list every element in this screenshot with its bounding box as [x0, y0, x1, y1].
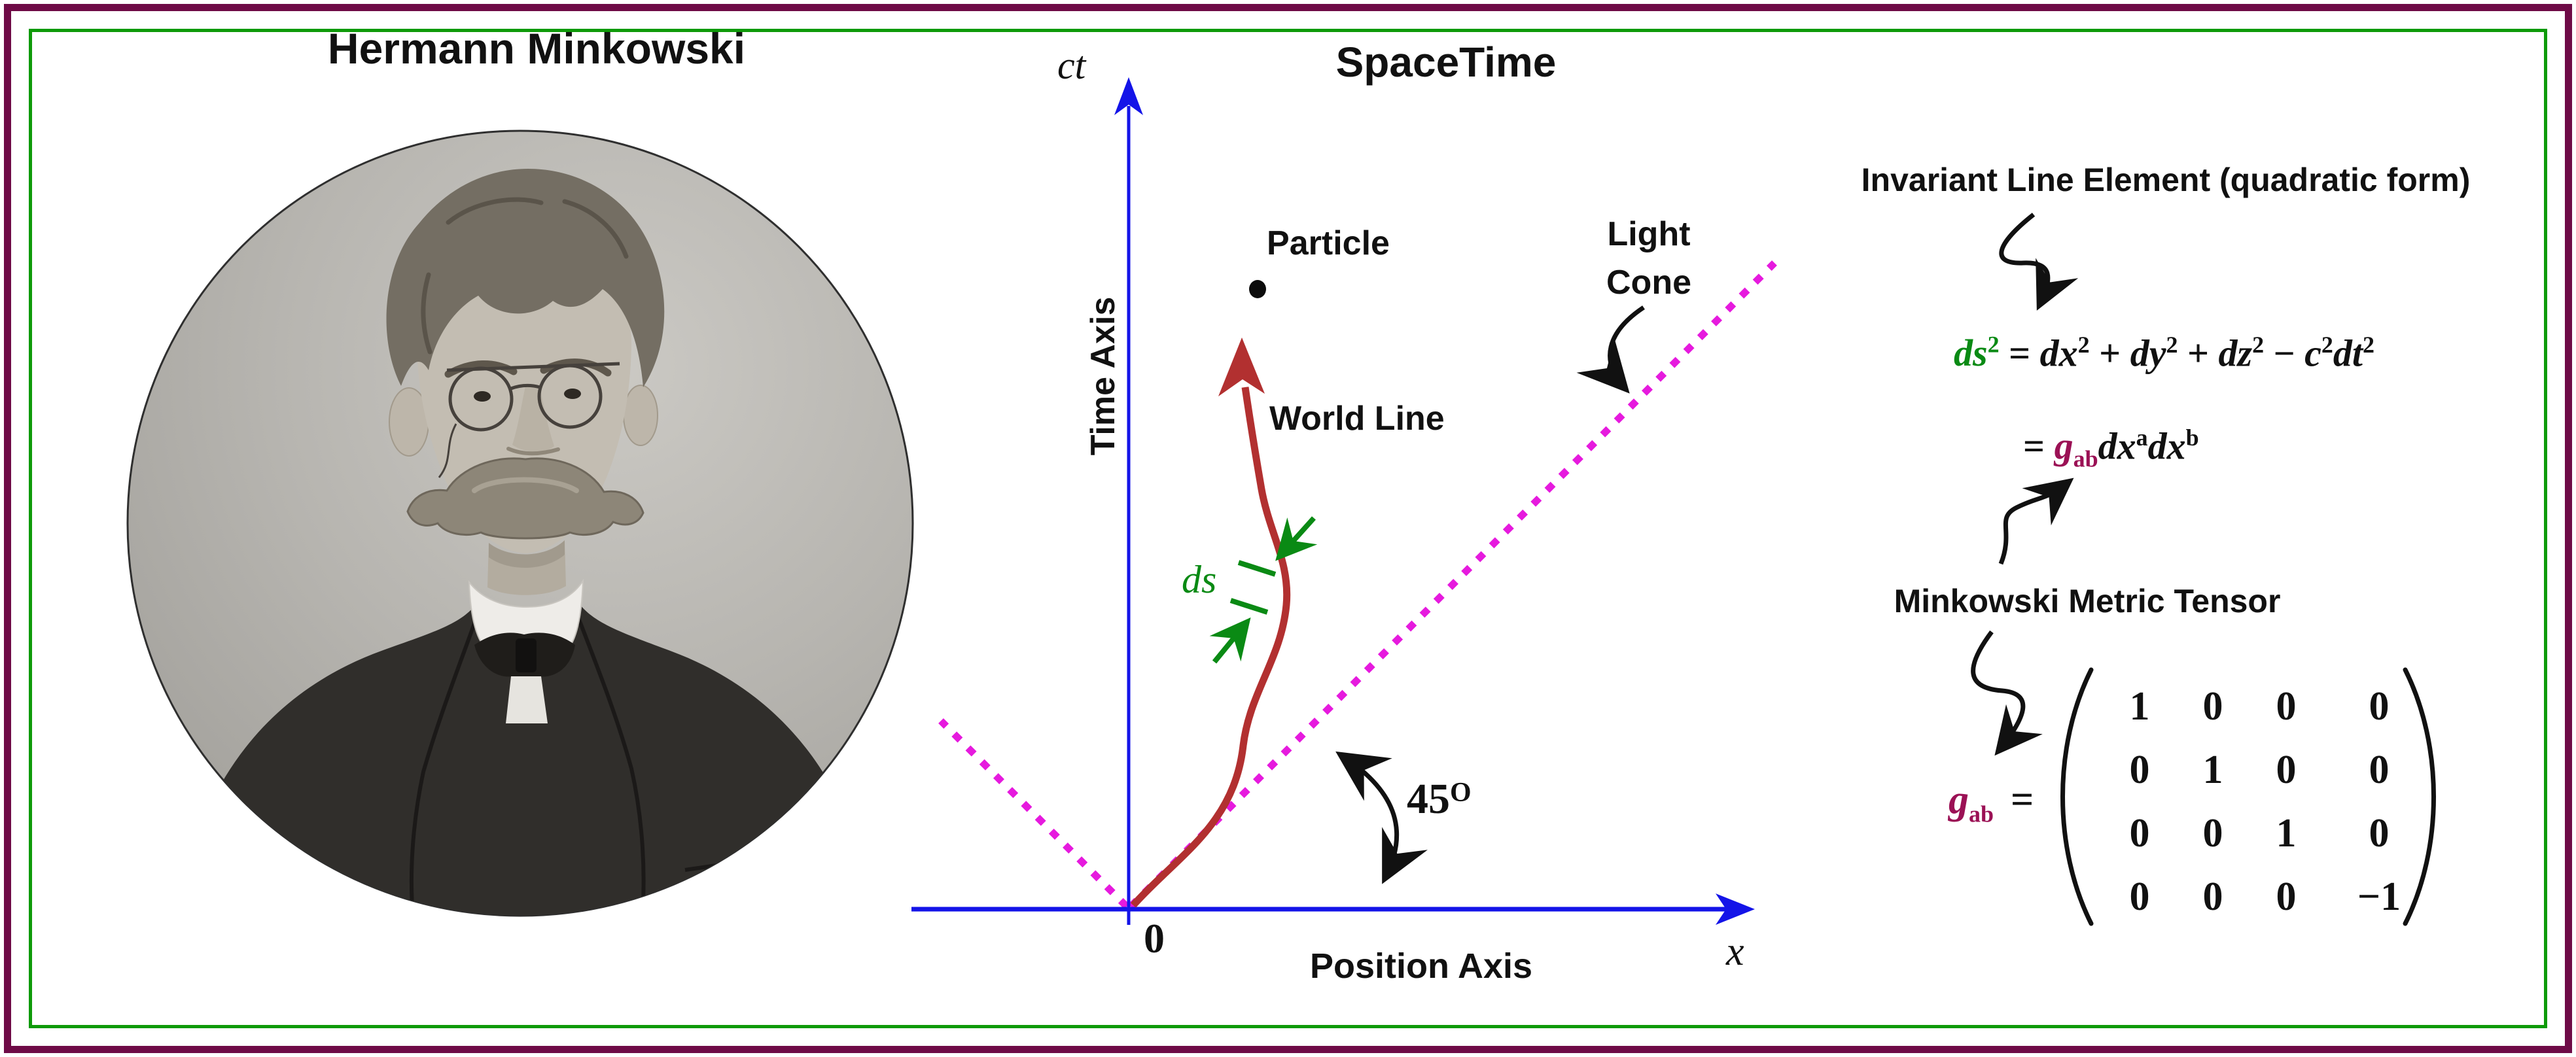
metric-contraction-equation: = gabdxadxb [2023, 425, 2199, 472]
nose [512, 386, 554, 452]
arrow-heading-to-ds [1999, 213, 2079, 311]
g-ab-symbol: gab [2054, 425, 2098, 472]
metric-tensor-lhs: gab = [1949, 778, 2034, 827]
portrait-figure [151, 169, 875, 916]
position-axis-arrowhead [1716, 893, 1755, 925]
pince-nez-glasses [438, 362, 620, 478]
invariant-line-element-heading: Invariant Line Element (quadratic form) [1861, 162, 2471, 198]
y-axis-symbol: ct [1057, 44, 1086, 87]
particle-label: Particle [1267, 224, 1390, 262]
matrix-cell: 1 [2129, 684, 2150, 729]
equation-annotations [1971, 213, 2436, 926]
matrix-cell: 0 [2129, 811, 2150, 856]
matrix-cell: 0 [2369, 811, 2390, 856]
x-axis-caption: Position Axis [1309, 946, 1533, 986]
time-axis-arrowhead [1114, 77, 1143, 115]
g-ab-symbol-matrix: gab [1949, 778, 1994, 827]
particle-dot [1249, 280, 1266, 298]
bow-tie-knot [516, 638, 537, 672]
mustache-highlight [472, 477, 579, 493]
shirt-front [506, 676, 548, 723]
matrix-cell: 0 [2202, 684, 2223, 729]
light-cone-left-line [938, 718, 1129, 909]
right-eye [564, 389, 581, 399]
x-axis-symbol: x [1726, 929, 1744, 974]
matrix-right-paren [2403, 667, 2436, 926]
matrix-cell: 0 [2369, 748, 2390, 792]
diagram-title: SpaceTime [1335, 39, 1557, 86]
light-cone-pointer-arrow [1576, 305, 1645, 394]
metric-tensor-heading: Minkowski Metric Tensor [1894, 583, 2281, 619]
mustache [406, 457, 644, 540]
angle-label: 45O [1407, 775, 1472, 823]
metric-tensor-matrix: 1 0 0 0 0 1 0 0 0 0 1 0 0 0 0 −1 [2103, 675, 2435, 929]
ds-interval-label: ds [1182, 558, 1217, 601]
world-line-arrowhead [1218, 338, 1265, 396]
spacetime-diagram [911, 77, 1777, 925]
light-cone-label-line1: Light [1607, 215, 1691, 253]
line-element-equation: ds2 = dx2 + dy2 + dz2 − c2dt2 [1954, 332, 2375, 375]
matrix-cell: −1 [2357, 875, 2401, 919]
nostril-line [506, 447, 560, 456]
y-axis-caption: Time Axis [1084, 296, 1122, 456]
ds-arrow-upper [1275, 516, 1318, 561]
photographer-monogram [151, 736, 185, 771]
world-line-label: World Line [1269, 400, 1445, 438]
white-collar [468, 578, 584, 652]
world-line-curve [1130, 387, 1291, 908]
ds-tick-upper [1237, 560, 1277, 577]
matrix-cell: 0 [2129, 748, 2150, 792]
light-cone-label-line2: Cone [1606, 264, 1691, 302]
matrix-cell: 1 [2202, 748, 2223, 792]
suit-jacket [177, 593, 875, 916]
matrix-cell: 0 [2276, 748, 2297, 792]
matrix-cell: 0 [2129, 875, 2150, 919]
matrix-cell: 0 [2202, 811, 2223, 856]
angle-arc-arrow [1335, 751, 1428, 884]
ds-arrow-lower [1209, 617, 1251, 664]
ds-tick-lower [1229, 598, 1269, 615]
right-ear [623, 385, 658, 446]
matrix-cell: 0 [2276, 684, 2297, 729]
origin-label: 0 [1144, 915, 1165, 962]
left-eye [474, 391, 491, 402]
portrait-title: Hermann Minkowski [327, 24, 746, 73]
matrix-cell: 1 [2276, 811, 2297, 856]
hair [386, 169, 665, 387]
minkowski-portrait-photo [126, 130, 914, 917]
arrow-tensor-to-gab-matrix [1971, 630, 2043, 756]
matrix-left-paren [2060, 667, 2094, 926]
arrow-tensor-to-gab-eq [1998, 477, 2074, 565]
light-cone-right-line [1128, 260, 1777, 909]
matrix-cell: 0 [2276, 875, 2297, 919]
matrix-cell: 0 [2202, 875, 2223, 919]
matrix-cell: 0 [2369, 684, 2390, 729]
angle-degree-sup: O [1450, 778, 1472, 808]
hair-waves [421, 197, 629, 355]
jaw-shadow [489, 540, 565, 568]
ds-squared-term: ds2 [1954, 332, 2000, 375]
